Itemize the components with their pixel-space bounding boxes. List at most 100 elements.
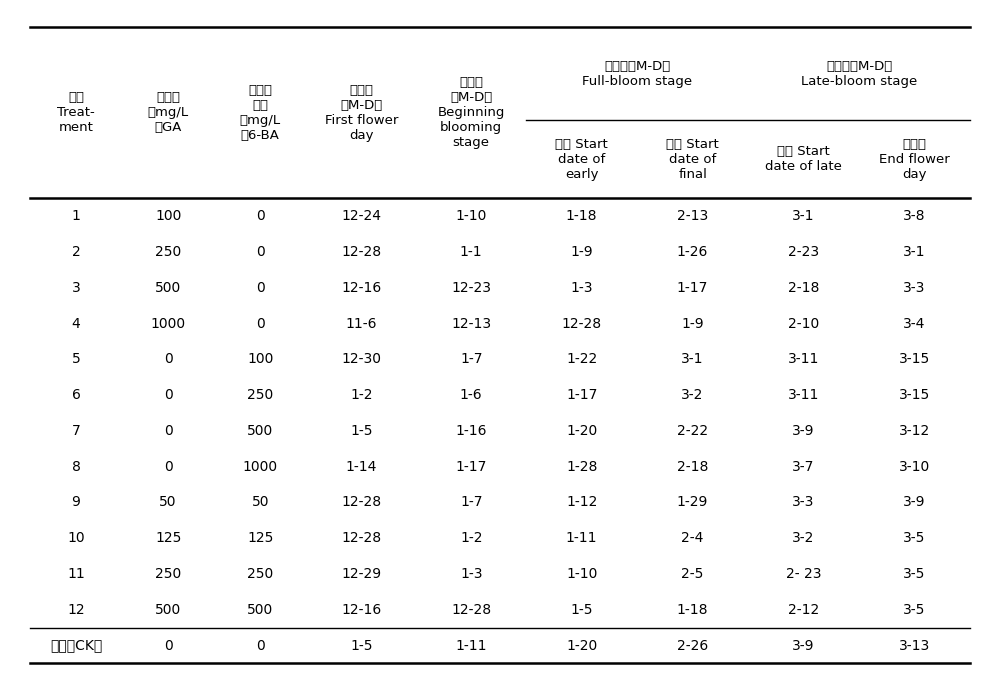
- Text: 500: 500: [155, 603, 181, 617]
- Text: 终期 Start
date of
final: 终期 Start date of final: [666, 137, 719, 181]
- Text: 2-18: 2-18: [788, 281, 819, 295]
- Text: 11: 11: [67, 567, 85, 581]
- Text: 细胞分
裂素
（mg/L
）6-BA: 细胞分 裂素 （mg/L ）6-BA: [240, 84, 281, 142]
- Text: 1-17: 1-17: [677, 281, 708, 295]
- Text: 3-15: 3-15: [899, 352, 930, 367]
- Text: 3-9: 3-9: [792, 424, 815, 438]
- Text: 50: 50: [159, 495, 177, 510]
- Text: 1-2: 1-2: [460, 531, 482, 545]
- Text: 12-13: 12-13: [451, 317, 491, 330]
- Text: 1-7: 1-7: [460, 352, 482, 367]
- Text: 50: 50: [252, 495, 269, 510]
- Text: 3-9: 3-9: [903, 495, 926, 510]
- Text: 3-15: 3-15: [899, 388, 930, 402]
- Text: 7: 7: [72, 424, 80, 438]
- Text: 11-6: 11-6: [346, 317, 377, 330]
- Text: 1-5: 1-5: [350, 639, 373, 653]
- Text: 1-3: 1-3: [460, 567, 482, 581]
- Text: 8: 8: [72, 460, 80, 474]
- Text: 1-5: 1-5: [570, 603, 593, 617]
- Text: 1-18: 1-18: [677, 603, 708, 617]
- Text: 3-7: 3-7: [792, 460, 815, 474]
- Text: 9: 9: [72, 495, 80, 510]
- Text: 3: 3: [72, 281, 80, 295]
- Text: 12-29: 12-29: [341, 567, 381, 581]
- Text: 250: 250: [155, 245, 181, 259]
- Text: 250: 250: [247, 388, 273, 402]
- Text: 1-20: 1-20: [566, 639, 597, 653]
- Text: 250: 250: [155, 567, 181, 581]
- Text: 3-13: 3-13: [899, 639, 930, 653]
- Text: 1-17: 1-17: [566, 388, 597, 402]
- Text: 5: 5: [72, 352, 80, 367]
- Text: 1-26: 1-26: [677, 245, 708, 259]
- Text: 始花期
（M-D）
Beginning
blooming
stage: 始花期 （M-D） Beginning blooming stage: [438, 77, 505, 149]
- Text: 1-14: 1-14: [346, 460, 377, 474]
- Text: 盛花期（M-D）
Full-bloom stage: 盛花期（M-D） Full-bloom stage: [582, 60, 692, 88]
- Text: 0: 0: [256, 317, 265, 330]
- Text: 6: 6: [72, 388, 80, 402]
- Text: 2-4: 2-4: [681, 531, 704, 545]
- Text: 2-26: 2-26: [677, 639, 708, 653]
- Text: 3-12: 3-12: [899, 424, 930, 438]
- Text: 1-7: 1-7: [460, 495, 482, 510]
- Text: 3-1: 3-1: [681, 352, 704, 367]
- Text: 1-11: 1-11: [455, 639, 487, 653]
- Text: 2- 23: 2- 23: [786, 567, 821, 581]
- Text: 12-28: 12-28: [341, 495, 381, 510]
- Text: 2-23: 2-23: [788, 245, 819, 259]
- Text: 对照（CK）: 对照（CK）: [50, 639, 102, 653]
- Text: 1-22: 1-22: [566, 352, 597, 367]
- Text: 0: 0: [164, 460, 173, 474]
- Text: 125: 125: [247, 531, 273, 545]
- Text: 0: 0: [256, 245, 265, 259]
- Text: 3-5: 3-5: [903, 567, 926, 581]
- Text: 12-23: 12-23: [451, 281, 491, 295]
- Text: 1-2: 1-2: [350, 388, 373, 402]
- Text: 1-10: 1-10: [566, 567, 597, 581]
- Text: 100: 100: [155, 209, 181, 223]
- Text: 赤霉素
（mg/L
）GA: 赤霉素 （mg/L ）GA: [148, 92, 189, 134]
- Text: 初期 Start
date of
early: 初期 Start date of early: [555, 137, 608, 181]
- Text: 1-28: 1-28: [566, 460, 597, 474]
- Text: 1-9: 1-9: [681, 317, 704, 330]
- Text: 250: 250: [247, 567, 273, 581]
- Text: 3-2: 3-2: [792, 531, 815, 545]
- Text: 末花日
End flower
day: 末花日 End flower day: [879, 137, 950, 181]
- Text: 1-6: 1-6: [460, 388, 483, 402]
- Text: 2-13: 2-13: [677, 209, 708, 223]
- Text: 1000: 1000: [243, 460, 278, 474]
- Text: 3-3: 3-3: [903, 281, 926, 295]
- Text: 0: 0: [164, 352, 173, 367]
- Text: 3-11: 3-11: [788, 388, 819, 402]
- Text: 3-1: 3-1: [792, 209, 815, 223]
- Text: 2: 2: [72, 245, 80, 259]
- Text: 2-12: 2-12: [788, 603, 819, 617]
- Text: 1-20: 1-20: [566, 424, 597, 438]
- Text: 0: 0: [256, 209, 265, 223]
- Text: 3-8: 3-8: [903, 209, 926, 223]
- Text: 12-28: 12-28: [341, 245, 381, 259]
- Text: 12-28: 12-28: [341, 531, 381, 545]
- Text: 500: 500: [247, 603, 273, 617]
- Text: 0: 0: [164, 388, 173, 402]
- Text: 1-17: 1-17: [456, 460, 487, 474]
- Text: 3-10: 3-10: [899, 460, 930, 474]
- Text: 12-28: 12-28: [451, 603, 491, 617]
- Text: 3-9: 3-9: [792, 639, 815, 653]
- Text: 12-24: 12-24: [341, 209, 381, 223]
- Text: 1-12: 1-12: [566, 495, 597, 510]
- Text: 1-10: 1-10: [456, 209, 487, 223]
- Text: 末花期（M-D）
Late-bloom stage: 末花期（M-D） Late-bloom stage: [801, 60, 917, 88]
- Text: 12-30: 12-30: [341, 352, 381, 367]
- Text: 1-18: 1-18: [566, 209, 597, 223]
- Text: 100: 100: [247, 352, 273, 367]
- Text: 12: 12: [67, 603, 85, 617]
- Text: 3-11: 3-11: [788, 352, 819, 367]
- Text: 3-5: 3-5: [903, 603, 926, 617]
- Text: 1000: 1000: [151, 317, 186, 330]
- Text: 500: 500: [247, 424, 273, 438]
- Text: 1-29: 1-29: [677, 495, 708, 510]
- Text: 2-10: 2-10: [788, 317, 819, 330]
- Text: 4: 4: [72, 317, 80, 330]
